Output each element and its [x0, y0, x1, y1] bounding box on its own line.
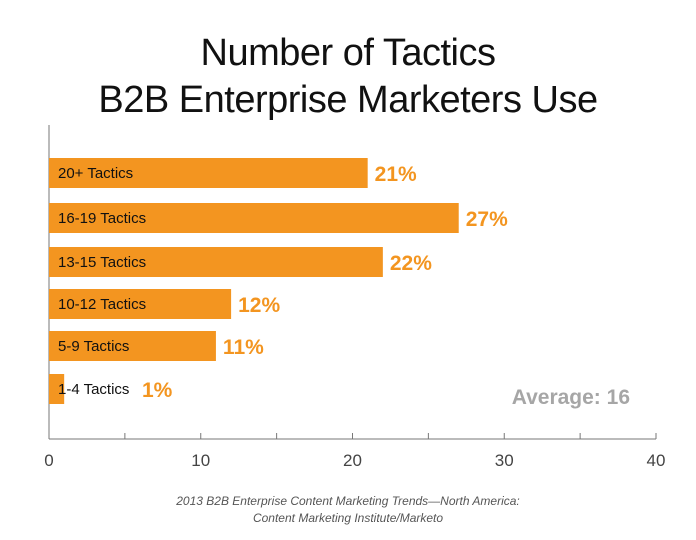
x-tick-label: 10 — [191, 451, 210, 470]
bar-value-label: 22% — [390, 252, 432, 275]
bar-3 — [49, 289, 232, 319]
bar-1 — [49, 203, 459, 233]
bar-category-label: 13-15 Tactics — [58, 254, 146, 271]
source-note: 2013 B2B Enterprise Content Marketing Tr… — [0, 493, 696, 527]
bar-2 — [49, 247, 383, 277]
source-line-1: 2013 B2B Enterprise Content Marketing Tr… — [176, 494, 520, 508]
bar-value-label: 21% — [375, 163, 417, 186]
average-annotation: Average: 16 — [512, 386, 630, 409]
bar-value-label: 11% — [223, 336, 264, 359]
x-tick-label: 30 — [495, 451, 514, 470]
chart-title-line-2: B2B Enterprise Marketers Use — [98, 79, 598, 121]
bar-category-label: 10-12 Tactics — [58, 296, 146, 313]
bar-category-label: 20+ Tactics — [58, 165, 133, 182]
chart-title-line-1: Number of Tactics — [200, 32, 496, 74]
bar-value-label: 1% — [142, 379, 173, 402]
chart-title: Number of Tactics B2B Enterprise Markete… — [0, 30, 696, 124]
bar-category-label: 16-19 Tactics — [58, 210, 146, 227]
bar-4 — [49, 331, 216, 361]
bar-5 — [49, 374, 65, 404]
bar-0 — [49, 158, 368, 188]
bar-chart: 0 10 20 30 40 20+ Tactics 21% 16-19 Tactics 27% 1… — [44, 125, 666, 470]
x-tick-label: 40 — [647, 451, 666, 470]
bar-category-label: 1-4 Tactics — [58, 381, 129, 398]
source-line-2: Content Marketing Institute/Marketo — [252, 511, 444, 525]
bar-value-label: 12% — [238, 294, 280, 317]
x-tick-label: 20 — [343, 451, 362, 470]
bar-value-label: 27% — [466, 208, 508, 231]
x-tick-label: 0 — [44, 451, 53, 470]
bar-category-label: 5-9 Tactics — [58, 338, 129, 355]
